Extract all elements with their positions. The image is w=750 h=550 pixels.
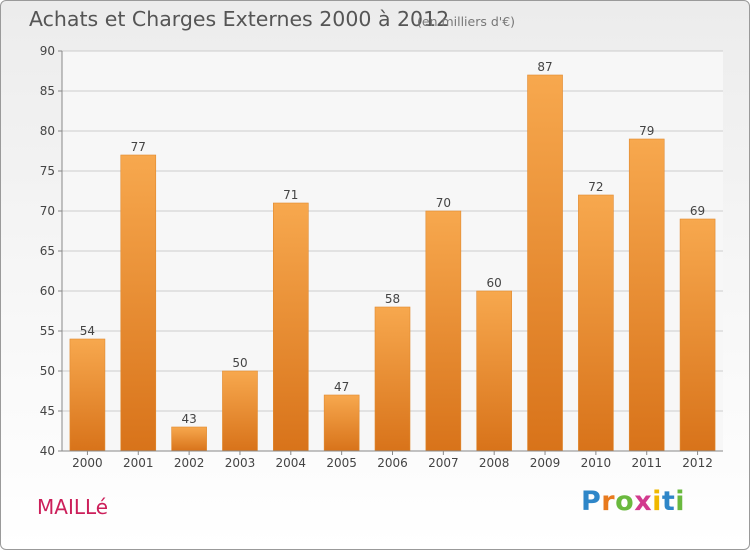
x-tick-label-2004: 2004 (276, 456, 307, 470)
logo-letter: P (581, 486, 602, 517)
value-label-2010: 72 (588, 180, 603, 194)
bar-2002 (171, 426, 207, 452)
bar-2006 (374, 306, 411, 452)
value-label-2004: 71 (283, 188, 298, 202)
value-label-2007: 70 (436, 196, 451, 210)
x-tick-label-2006: 2006 (377, 456, 408, 470)
bar-2012 (679, 218, 716, 452)
x-axis-labels: 2000 2001 2002 2003 2004 2005 2006 2007 2008 2009… (72, 451, 713, 470)
value-label-2012: 69 (690, 204, 705, 218)
logo-letter: o (615, 486, 635, 517)
chart-subtitle: (en milliers d'€) (417, 14, 516, 29)
y-tick-label: 50 (40, 364, 55, 378)
x-tick-label-2010: 2010 (581, 456, 612, 470)
chart-title: Achats et Charges Externes 2000 à 2012 (29, 7, 450, 31)
y-axis-ticks: 40 45 50 55 60 65 70 75 80 85 90 (40, 44, 62, 458)
bar-2011 (628, 138, 665, 452)
value-label-2008: 60 (487, 276, 502, 290)
y-tick-label: 45 (40, 404, 55, 418)
x-tick-label-2000: 2000 (72, 456, 103, 470)
y-tick-label: 75 (40, 164, 55, 178)
bar-2003 (222, 370, 258, 452)
bar-2007 (425, 210, 462, 452)
proxiti-logo: Proxiti (581, 486, 685, 517)
y-tick-label: 40 (40, 444, 55, 458)
logo-letter: t (661, 486, 676, 517)
bar-2010 (578, 194, 614, 452)
x-tick-label-2001: 2001 (123, 456, 154, 470)
x-tick-label-2009: 2009 (530, 456, 561, 470)
value-label-2005: 47 (334, 380, 349, 394)
y-tick-label: 90 (40, 44, 55, 58)
bar-2009 (527, 74, 563, 452)
value-label-2006: 58 (385, 292, 400, 306)
bar-2004 (273, 202, 309, 452)
value-label-2003: 50 (232, 356, 247, 370)
x-tick-label-2007: 2007 (428, 456, 459, 470)
bar-2005 (323, 394, 360, 452)
x-tick-label-2002: 2002 (174, 456, 205, 470)
value-label-2001: 77 (131, 140, 146, 154)
value-labels: 54 77 43 50 71 47 58 70 60 87 72 79 69 (80, 60, 705, 426)
bar-2001 (120, 154, 157, 452)
bars (69, 74, 716, 452)
logo-letter: i (652, 486, 662, 517)
commune-name: MAILLé (37, 495, 109, 519)
x-tick-label-2011: 2011 (631, 456, 662, 470)
bar-2008 (476, 290, 512, 452)
y-tick-label: 80 (40, 124, 55, 138)
logo-letter: i (675, 486, 686, 517)
y-tick-label: 55 (40, 324, 55, 338)
y-tick-label: 70 (40, 204, 55, 218)
value-label-2000: 54 (80, 324, 95, 338)
x-tick-label-2003: 2003 (225, 456, 256, 470)
x-tick-label-2005: 2005 (326, 456, 357, 470)
y-tick-label: 85 (40, 84, 55, 98)
x-tick-label-2012: 2012 (682, 456, 713, 470)
value-label-2002: 43 (181, 412, 196, 426)
x-tick-label-2008: 2008 (479, 456, 510, 470)
logo-letter: x (634, 486, 653, 517)
y-tick-label: 60 (40, 284, 55, 298)
logo-letter: r (601, 486, 616, 517)
bar-2000 (69, 338, 106, 452)
value-label-2009: 87 (537, 60, 552, 74)
value-label-2011: 79 (639, 124, 654, 138)
y-tick-label: 65 (40, 244, 55, 258)
